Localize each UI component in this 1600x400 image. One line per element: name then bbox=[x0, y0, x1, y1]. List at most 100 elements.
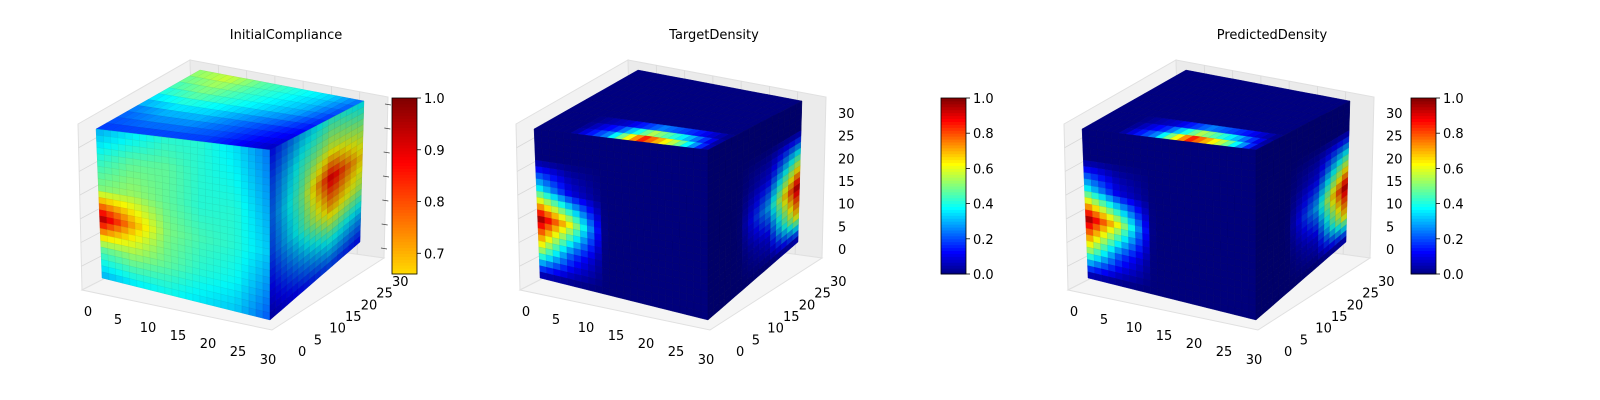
front-face-cell bbox=[197, 141, 206, 150]
z-tick-label: 10 bbox=[1386, 198, 1403, 213]
front-face-cell bbox=[1162, 164, 1170, 173]
front-face-cell bbox=[686, 195, 694, 205]
front-face-cell bbox=[693, 162, 701, 171]
front-face-cell bbox=[1191, 189, 1199, 198]
front-face-cell bbox=[1212, 165, 1221, 174]
front-face-cell bbox=[211, 149, 220, 158]
y-tick-label: 20 bbox=[361, 298, 378, 313]
front-face-cell bbox=[262, 155, 271, 165]
front-face-cell bbox=[563, 144, 572, 153]
y-tick-label: 0 bbox=[736, 345, 744, 360]
front-face-cell bbox=[226, 185, 235, 195]
front-face-cell bbox=[1190, 168, 1199, 178]
y-tick-label: 0 bbox=[298, 345, 306, 360]
colorbar-slice bbox=[941, 127, 966, 131]
colorbar-slice bbox=[941, 221, 966, 225]
colorbar-tick-label: 0.8 bbox=[424, 196, 445, 211]
front-face-cell bbox=[1183, 174, 1192, 183]
front-face-cell bbox=[1139, 135, 1148, 144]
front-face-cell bbox=[140, 159, 148, 168]
z-tick-label: 25 bbox=[1386, 130, 1403, 145]
front-face-cell bbox=[248, 188, 256, 198]
front-face-cell bbox=[1133, 154, 1141, 163]
colorbar-slice bbox=[392, 121, 417, 125]
front-face-cell bbox=[1226, 146, 1235, 155]
front-face-cell bbox=[1132, 134, 1141, 143]
front-face-cell bbox=[161, 143, 170, 152]
front-face-cell bbox=[555, 144, 564, 152]
colorbar-slice bbox=[1411, 238, 1436, 243]
front-face-cell bbox=[570, 145, 579, 154]
front-face-cell bbox=[1205, 170, 1214, 180]
front-face-cell bbox=[555, 131, 564, 140]
colorbar-slice bbox=[392, 159, 417, 164]
front-face-cell bbox=[233, 172, 242, 182]
y-tick-label: 30 bbox=[830, 275, 847, 290]
front-face-cell bbox=[1183, 181, 1192, 190]
front-face-cell bbox=[205, 182, 213, 191]
colorbar-slice bbox=[941, 142, 966, 146]
front-face-cell bbox=[700, 148, 709, 158]
front-face-cell bbox=[262, 162, 271, 172]
front-face-cell bbox=[125, 157, 134, 166]
colorbar-slice bbox=[392, 139, 417, 143]
front-face-cell bbox=[657, 150, 665, 159]
x-tick-label: 20 bbox=[1186, 337, 1203, 352]
front-face-cell bbox=[686, 154, 694, 163]
front-face-cell bbox=[1234, 175, 1242, 184]
front-face-cell bbox=[671, 152, 680, 161]
front-face-cell bbox=[1212, 185, 1221, 195]
front-face-cell bbox=[226, 171, 235, 181]
front-face-cell bbox=[168, 137, 177, 146]
front-face-cell bbox=[183, 159, 191, 168]
front-face-cell bbox=[635, 167, 644, 177]
front-face-cell bbox=[241, 187, 249, 197]
colorbar-tick-label: 1.0 bbox=[424, 92, 445, 107]
colorbar-slice bbox=[941, 121, 966, 125]
front-face-cell bbox=[563, 157, 572, 166]
front-face-cell bbox=[1212, 144, 1221, 153]
front-face-cell bbox=[1226, 180, 1235, 190]
front-face-cell bbox=[678, 146, 687, 155]
front-face-cell bbox=[226, 165, 235, 174]
front-face-cell bbox=[693, 211, 702, 220]
colorbar-slice bbox=[392, 200, 417, 205]
colorbar-slice bbox=[941, 241, 966, 246]
z-tick-label: 5 bbox=[1386, 220, 1394, 235]
front-face-cell bbox=[139, 153, 148, 162]
front-face-cell bbox=[190, 173, 199, 182]
front-face-cell bbox=[1096, 149, 1105, 158]
x-tick-label: 15 bbox=[170, 329, 187, 344]
z-tick-label: 20 bbox=[1386, 152, 1403, 167]
front-face-cell bbox=[591, 135, 600, 144]
front-face-cell bbox=[650, 169, 658, 179]
front-face-cell bbox=[255, 169, 263, 178]
colorbar-slice bbox=[1411, 188, 1436, 193]
front-face-cell bbox=[613, 138, 622, 147]
colorbar-slice bbox=[1411, 224, 1436, 228]
front-face-cell bbox=[1226, 167, 1235, 176]
front-face-cell bbox=[613, 144, 622, 154]
front-face-cell bbox=[219, 157, 227, 166]
front-face-cell bbox=[649, 142, 658, 151]
front-face-cell bbox=[678, 167, 687, 176]
colorbar-slice bbox=[392, 256, 417, 260]
front-face-cell bbox=[630, 293, 639, 303]
front-face-cell bbox=[548, 149, 557, 158]
front-face-cell bbox=[248, 147, 256, 156]
front-face-cell bbox=[1169, 159, 1177, 168]
front-face-cell bbox=[197, 167, 206, 177]
front-face-cell bbox=[1110, 132, 1119, 141]
colorbar-slice bbox=[1411, 212, 1436, 216]
front-face-cell bbox=[1154, 150, 1163, 159]
front-face-cell bbox=[1190, 141, 1199, 151]
colorbar-slice bbox=[941, 227, 966, 231]
front-face-cell bbox=[664, 165, 673, 174]
front-face-cell bbox=[1226, 174, 1235, 183]
front-face-cell bbox=[650, 163, 658, 172]
front-face-cell bbox=[1226, 160, 1235, 169]
front-face-cell bbox=[1176, 160, 1185, 169]
front-face-cell bbox=[1219, 159, 1228, 168]
x-tick-label: 5 bbox=[552, 313, 560, 328]
